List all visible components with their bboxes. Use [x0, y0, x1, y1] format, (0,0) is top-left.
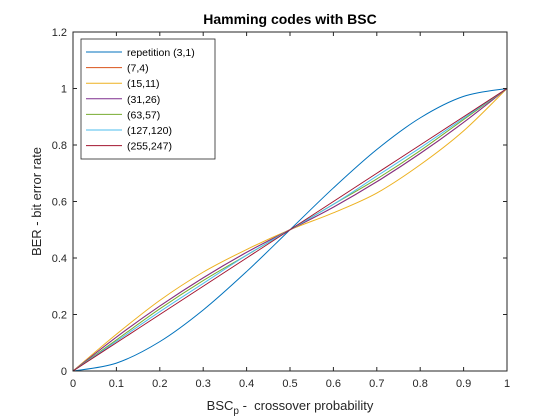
legend-label: repetition (3,1): [127, 47, 195, 59]
legend-label: (7,4): [127, 63, 149, 75]
ticks-layer: [72, 31, 508, 372]
x-tick-label: 0.1: [109, 378, 124, 390]
y-tick-label: 0.2: [52, 310, 67, 322]
x-tick-label: 0.8: [413, 378, 428, 390]
tick-label-layer: 0 0.1 0.2 0.3 0.4 0.5 0.6 0.7 0.8 0.9 1 0 0.2 0.4 0.6 0…: [52, 27, 510, 390]
x-tick-label: 0: [70, 378, 76, 390]
legend: repetition (3,1) (7,4) (15,11) (31,26) (63,5…: [80, 38, 216, 160]
x-axis-title-subscript: p: [233, 406, 239, 417]
x-axis-title-main: BSC: [207, 398, 234, 413]
legend-entries: repetition (3,1) (7,4) (15,11) (31,26) (63,5…: [86, 47, 195, 153]
series-line-7: [72, 88, 508, 372]
legend-label: (63,57): [127, 109, 160, 121]
x-tick-label: 0.2: [152, 378, 167, 390]
legend-label: (255,247): [127, 141, 172, 153]
x-axis-title-rest: - crossover probability: [239, 398, 374, 413]
y-tick-label: 0.4: [52, 253, 67, 265]
legend-label: (127,120): [127, 125, 172, 137]
x-tick-label: 0.9: [456, 378, 471, 390]
y-tick-label: 1.2: [52, 27, 67, 39]
x-tick-label: 0.4: [239, 378, 254, 390]
y-tick-label: 0.6: [52, 197, 67, 209]
legend-label: (15,11): [127, 78, 160, 90]
x-axis-title: BSCp - crossover probability: [207, 398, 374, 417]
legend-label: (31,26): [127, 94, 160, 106]
y-tick-label: 1: [61, 84, 67, 96]
x-tick-label: 0.3: [196, 378, 211, 390]
x-tick-label: 0.5: [282, 378, 297, 390]
chart-title: Hamming codes with BSC: [203, 11, 376, 27]
series-layer: [72, 88, 508, 372]
y-axis-title: BER - bit error rate: [29, 147, 44, 256]
y-tick-label: 0.8: [52, 140, 67, 152]
y-tick-label: 0: [61, 366, 67, 378]
x-tick-label: 0.7: [369, 378, 384, 390]
x-tick-label: 0.6: [326, 378, 341, 390]
x-tick-label: 1: [504, 378, 510, 390]
